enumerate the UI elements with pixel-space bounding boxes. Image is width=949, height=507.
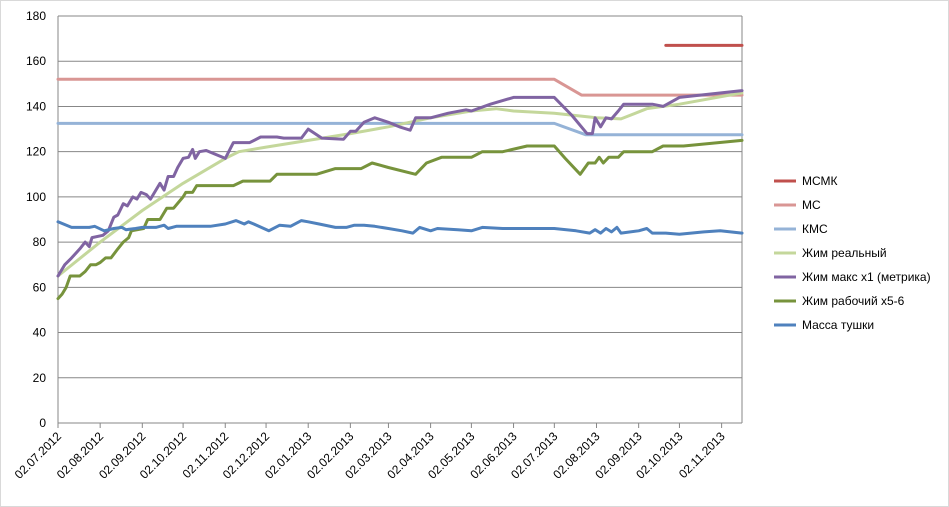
legend-item: Жим рабочий x5-6: [774, 294, 905, 308]
legend-item: Жим макс x1 (метрика): [774, 270, 931, 284]
y-tick-label: 40: [33, 326, 47, 340]
y-tick-label: 120: [26, 145, 46, 159]
y-tick-label: 20: [33, 371, 47, 385]
axes: [57, 16, 743, 424]
legend-label: МСМК: [802, 174, 838, 188]
y-tick-label: 180: [26, 9, 46, 23]
legend-label: Жим макс x1 (метрика): [802, 270, 931, 284]
y-tick-label: 160: [26, 54, 46, 68]
legend: МСМК МС КМС Жим реальный Жим макс x1 (метрик…: [774, 174, 931, 332]
series-lines: [56, 43, 744, 301]
series-line-4: [56, 89, 744, 278]
legend-label: Жим рабочий x5-6: [802, 294, 905, 308]
y-tick-label: 0: [39, 416, 46, 430]
series-line-3: [56, 91, 744, 278]
y-axis-ticks: 0 20 40 60 80 100 120 140 160 180: [26, 9, 46, 430]
y-tick-label: 140: [26, 99, 46, 113]
y-tick-label: 100: [26, 190, 46, 204]
series-line-6: [56, 219, 744, 236]
series-line-5: [56, 138, 744, 301]
legend-label: Масса тушки: [802, 318, 874, 332]
y-tick-label: 60: [33, 280, 47, 294]
y-tick-label: 80: [33, 235, 47, 249]
series-line-2: [56, 121, 744, 137]
legend-item: МСМК: [774, 174, 838, 188]
legend-item: КМС: [774, 222, 828, 236]
legend-item: Жим реальный: [774, 246, 887, 260]
legend-item: Масса тушки: [774, 318, 874, 332]
legend-label: КМС: [802, 222, 828, 236]
legend-label: МС: [802, 198, 821, 212]
legend-label: Жим реальный: [802, 246, 887, 260]
series-line-1: [56, 77, 744, 97]
legend-item: МС: [774, 198, 821, 212]
